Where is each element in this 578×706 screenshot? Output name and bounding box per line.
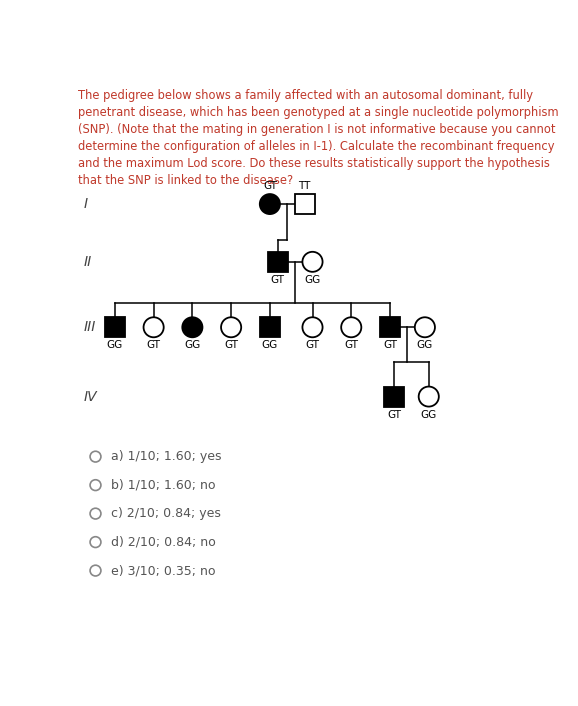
Text: e) 3/10; 0.35; no: e) 3/10; 0.35; no: [111, 564, 216, 577]
Text: IV: IV: [84, 390, 98, 404]
Text: The pedigree below shows a family affected with an autosomal dominant, fully
pen: The pedigree below shows a family affect…: [79, 88, 559, 186]
Text: GT: GT: [271, 275, 284, 285]
Bar: [268, 252, 288, 272]
Text: TT: TT: [299, 181, 311, 191]
Bar: [380, 317, 400, 337]
Text: GT: GT: [344, 340, 358, 350]
Text: GT: GT: [383, 340, 397, 350]
Bar: [295, 194, 315, 214]
Circle shape: [90, 537, 101, 547]
Text: II: II: [84, 255, 92, 269]
Circle shape: [90, 480, 101, 491]
Text: GG: GG: [305, 275, 321, 285]
Circle shape: [221, 317, 241, 337]
Text: GG: GG: [421, 409, 437, 419]
Text: GT: GT: [224, 340, 238, 350]
Text: d) 2/10; 0.84; no: d) 2/10; 0.84; no: [111, 536, 216, 549]
Text: III: III: [84, 321, 97, 334]
Text: GG: GG: [184, 340, 201, 350]
Text: GT: GT: [306, 340, 320, 350]
Text: GT: GT: [387, 409, 401, 419]
Circle shape: [143, 317, 164, 337]
Bar: [105, 317, 125, 337]
Text: GT: GT: [147, 340, 161, 350]
Circle shape: [341, 317, 361, 337]
Text: a) 1/10; 1.60; yes: a) 1/10; 1.60; yes: [111, 450, 221, 463]
Circle shape: [418, 387, 439, 407]
Circle shape: [182, 317, 202, 337]
Bar: [384, 387, 404, 407]
Text: GG: GG: [262, 340, 278, 350]
Circle shape: [302, 252, 323, 272]
Text: GG: GG: [417, 340, 433, 350]
Text: b) 1/10; 1.60; no: b) 1/10; 1.60; no: [111, 479, 216, 491]
Text: GT: GT: [263, 181, 277, 191]
Circle shape: [260, 194, 280, 214]
Text: I: I: [84, 197, 88, 211]
Text: c) 2/10; 0.84; yes: c) 2/10; 0.84; yes: [111, 507, 221, 520]
Circle shape: [90, 451, 101, 462]
Bar: [260, 317, 280, 337]
Circle shape: [415, 317, 435, 337]
Text: GG: GG: [107, 340, 123, 350]
Circle shape: [302, 317, 323, 337]
Circle shape: [90, 508, 101, 519]
Circle shape: [90, 566, 101, 576]
